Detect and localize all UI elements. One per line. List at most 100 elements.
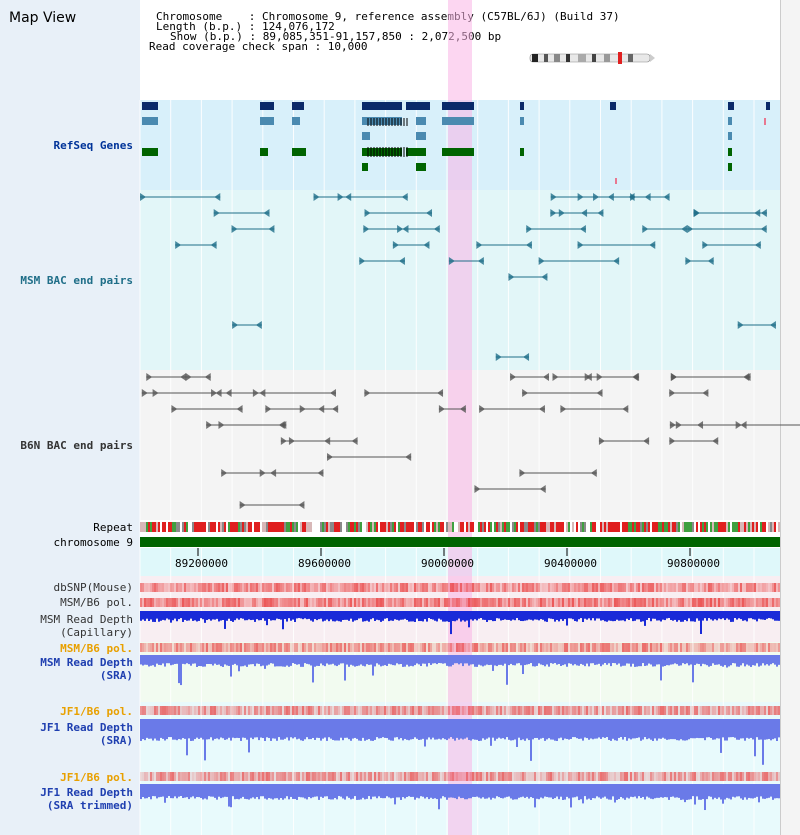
bac-end-marker[interactable] [560, 405, 567, 413]
bac-end-marker[interactable] [744, 373, 751, 381]
bac-end-marker[interactable] [221, 469, 228, 477]
bac-end-marker[interactable] [687, 225, 694, 233]
vertical-scrollbar[interactable] [780, 0, 800, 835]
refseq-gene[interactable] [442, 148, 474, 156]
refseq-gene[interactable] [362, 132, 370, 140]
bac-end-marker[interactable] [214, 193, 221, 201]
refseq-gene[interactable] [142, 102, 158, 110]
refseq-gene[interactable] [766, 102, 770, 110]
bac-end-marker[interactable] [337, 193, 344, 201]
bac-end-marker[interactable] [313, 193, 320, 201]
bac-end-marker[interactable] [669, 389, 676, 397]
refseq-gene[interactable] [362, 148, 402, 156]
bac-end-marker[interactable] [630, 193, 637, 201]
bac-end-marker[interactable] [769, 321, 776, 329]
bac-end-marker[interactable] [278, 421, 285, 429]
refseq-gene[interactable] [362, 102, 402, 110]
bac-end-marker[interactable] [550, 209, 557, 217]
refseq-gene[interactable] [520, 117, 524, 125]
bac-end-marker[interactable] [298, 501, 305, 509]
bac-end-marker[interactable] [324, 437, 331, 445]
bac-end-marker[interactable] [522, 389, 529, 397]
bac-end-marker[interactable] [737, 321, 744, 329]
bac-end-marker[interactable] [364, 389, 371, 397]
bac-end-marker[interactable] [707, 257, 714, 265]
refseq-gene[interactable] [260, 117, 274, 125]
refseq-gene[interactable] [442, 117, 474, 125]
bac-end-marker[interactable] [596, 389, 603, 397]
bac-end-marker[interactable] [330, 389, 337, 397]
refseq-gene[interactable] [142, 148, 158, 156]
bac-end-marker[interactable] [735, 421, 742, 429]
refseq-label[interactable]: RefSeq Genes [53, 139, 133, 152]
bac-end-marker[interactable] [317, 469, 324, 477]
bac-end-marker[interactable] [538, 257, 545, 265]
bac-end-marker[interactable] [397, 225, 404, 233]
bac-end-marker[interactable] [669, 437, 676, 445]
bac-end-marker[interactable] [140, 193, 147, 201]
bac-end-marker[interactable] [231, 225, 238, 233]
bac-end-marker[interactable] [239, 501, 246, 509]
bac-end-marker[interactable] [754, 209, 761, 217]
bac-end-marker[interactable] [363, 225, 370, 233]
bac-end-marker[interactable] [351, 437, 358, 445]
bac-end-marker[interactable] [332, 405, 339, 413]
bac-end-marker[interactable] [152, 389, 159, 397]
bac-end-marker[interactable] [702, 389, 709, 397]
bac-end-marker[interactable] [702, 241, 709, 249]
bac-end-marker[interactable] [359, 257, 366, 265]
refseq-gene[interactable] [728, 117, 732, 125]
bac-end-marker[interactable] [598, 437, 605, 445]
bac-end-marker[interactable] [141, 389, 148, 397]
track-canvas[interactable] [140, 0, 800, 835]
refseq-gene[interactable] [362, 163, 368, 171]
bac-end-marker[interactable] [585, 373, 592, 381]
bac-end-marker[interactable] [550, 193, 557, 201]
bac-end-marker[interactable] [255, 321, 262, 329]
bac-end-marker[interactable] [263, 209, 270, 217]
refseq-gene[interactable] [728, 132, 732, 140]
bac-end-marker[interactable] [327, 453, 334, 461]
bac-end-marker[interactable] [265, 405, 272, 413]
bac-end-marker[interactable] [519, 469, 526, 477]
refseq-gene[interactable] [292, 102, 304, 110]
bac-end-marker[interactable] [146, 373, 153, 381]
bac-end-marker[interactable] [185, 373, 192, 381]
refseq-gene[interactable] [260, 148, 268, 156]
refseq-gene[interactable] [416, 163, 426, 171]
bac-end-marker[interactable] [268, 225, 275, 233]
bac-end-marker[interactable] [579, 225, 586, 233]
bac-end-marker[interactable] [477, 257, 484, 265]
refseq-gene[interactable] [442, 102, 474, 110]
bac-end-marker[interactable] [280, 437, 287, 445]
bac-end-marker[interactable] [552, 373, 559, 381]
bac-end-marker[interactable] [437, 389, 444, 397]
bac-end-marker[interactable] [671, 373, 678, 381]
bac-end-marker[interactable] [590, 469, 597, 477]
bac-end-marker[interactable] [613, 257, 620, 265]
bac-end-marker[interactable] [539, 485, 546, 493]
bac-end-marker[interactable] [642, 225, 649, 233]
refseq-gene[interactable] [142, 117, 158, 125]
bac-end-marker[interactable] [649, 241, 656, 249]
bac-end-marker[interactable] [754, 241, 761, 249]
refseq-gene[interactable] [520, 102, 524, 110]
refseq-gene[interactable] [728, 148, 732, 156]
bac-end-marker[interactable] [622, 405, 629, 413]
refseq-gene[interactable] [406, 102, 430, 110]
bac-end-marker[interactable] [693, 209, 700, 217]
bac-end-marker[interactable] [448, 257, 455, 265]
bac-end-marker[interactable] [213, 209, 220, 217]
bac-end-marker[interactable] [760, 209, 767, 217]
bac-end-marker[interactable] [474, 485, 481, 493]
bac-end-marker[interactable] [510, 373, 517, 381]
bac-end-marker[interactable] [508, 273, 515, 281]
bac-end-marker[interactable] [364, 209, 371, 217]
refseq-gene[interactable] [292, 117, 300, 125]
bac-end-marker[interactable] [252, 389, 259, 397]
bac-end-marker[interactable] [423, 241, 430, 249]
bac-end-marker[interactable] [760, 225, 767, 233]
bac-end-marker[interactable] [607, 193, 614, 201]
bac-end-marker[interactable] [236, 405, 243, 413]
bac-end-marker[interactable] [538, 405, 545, 413]
